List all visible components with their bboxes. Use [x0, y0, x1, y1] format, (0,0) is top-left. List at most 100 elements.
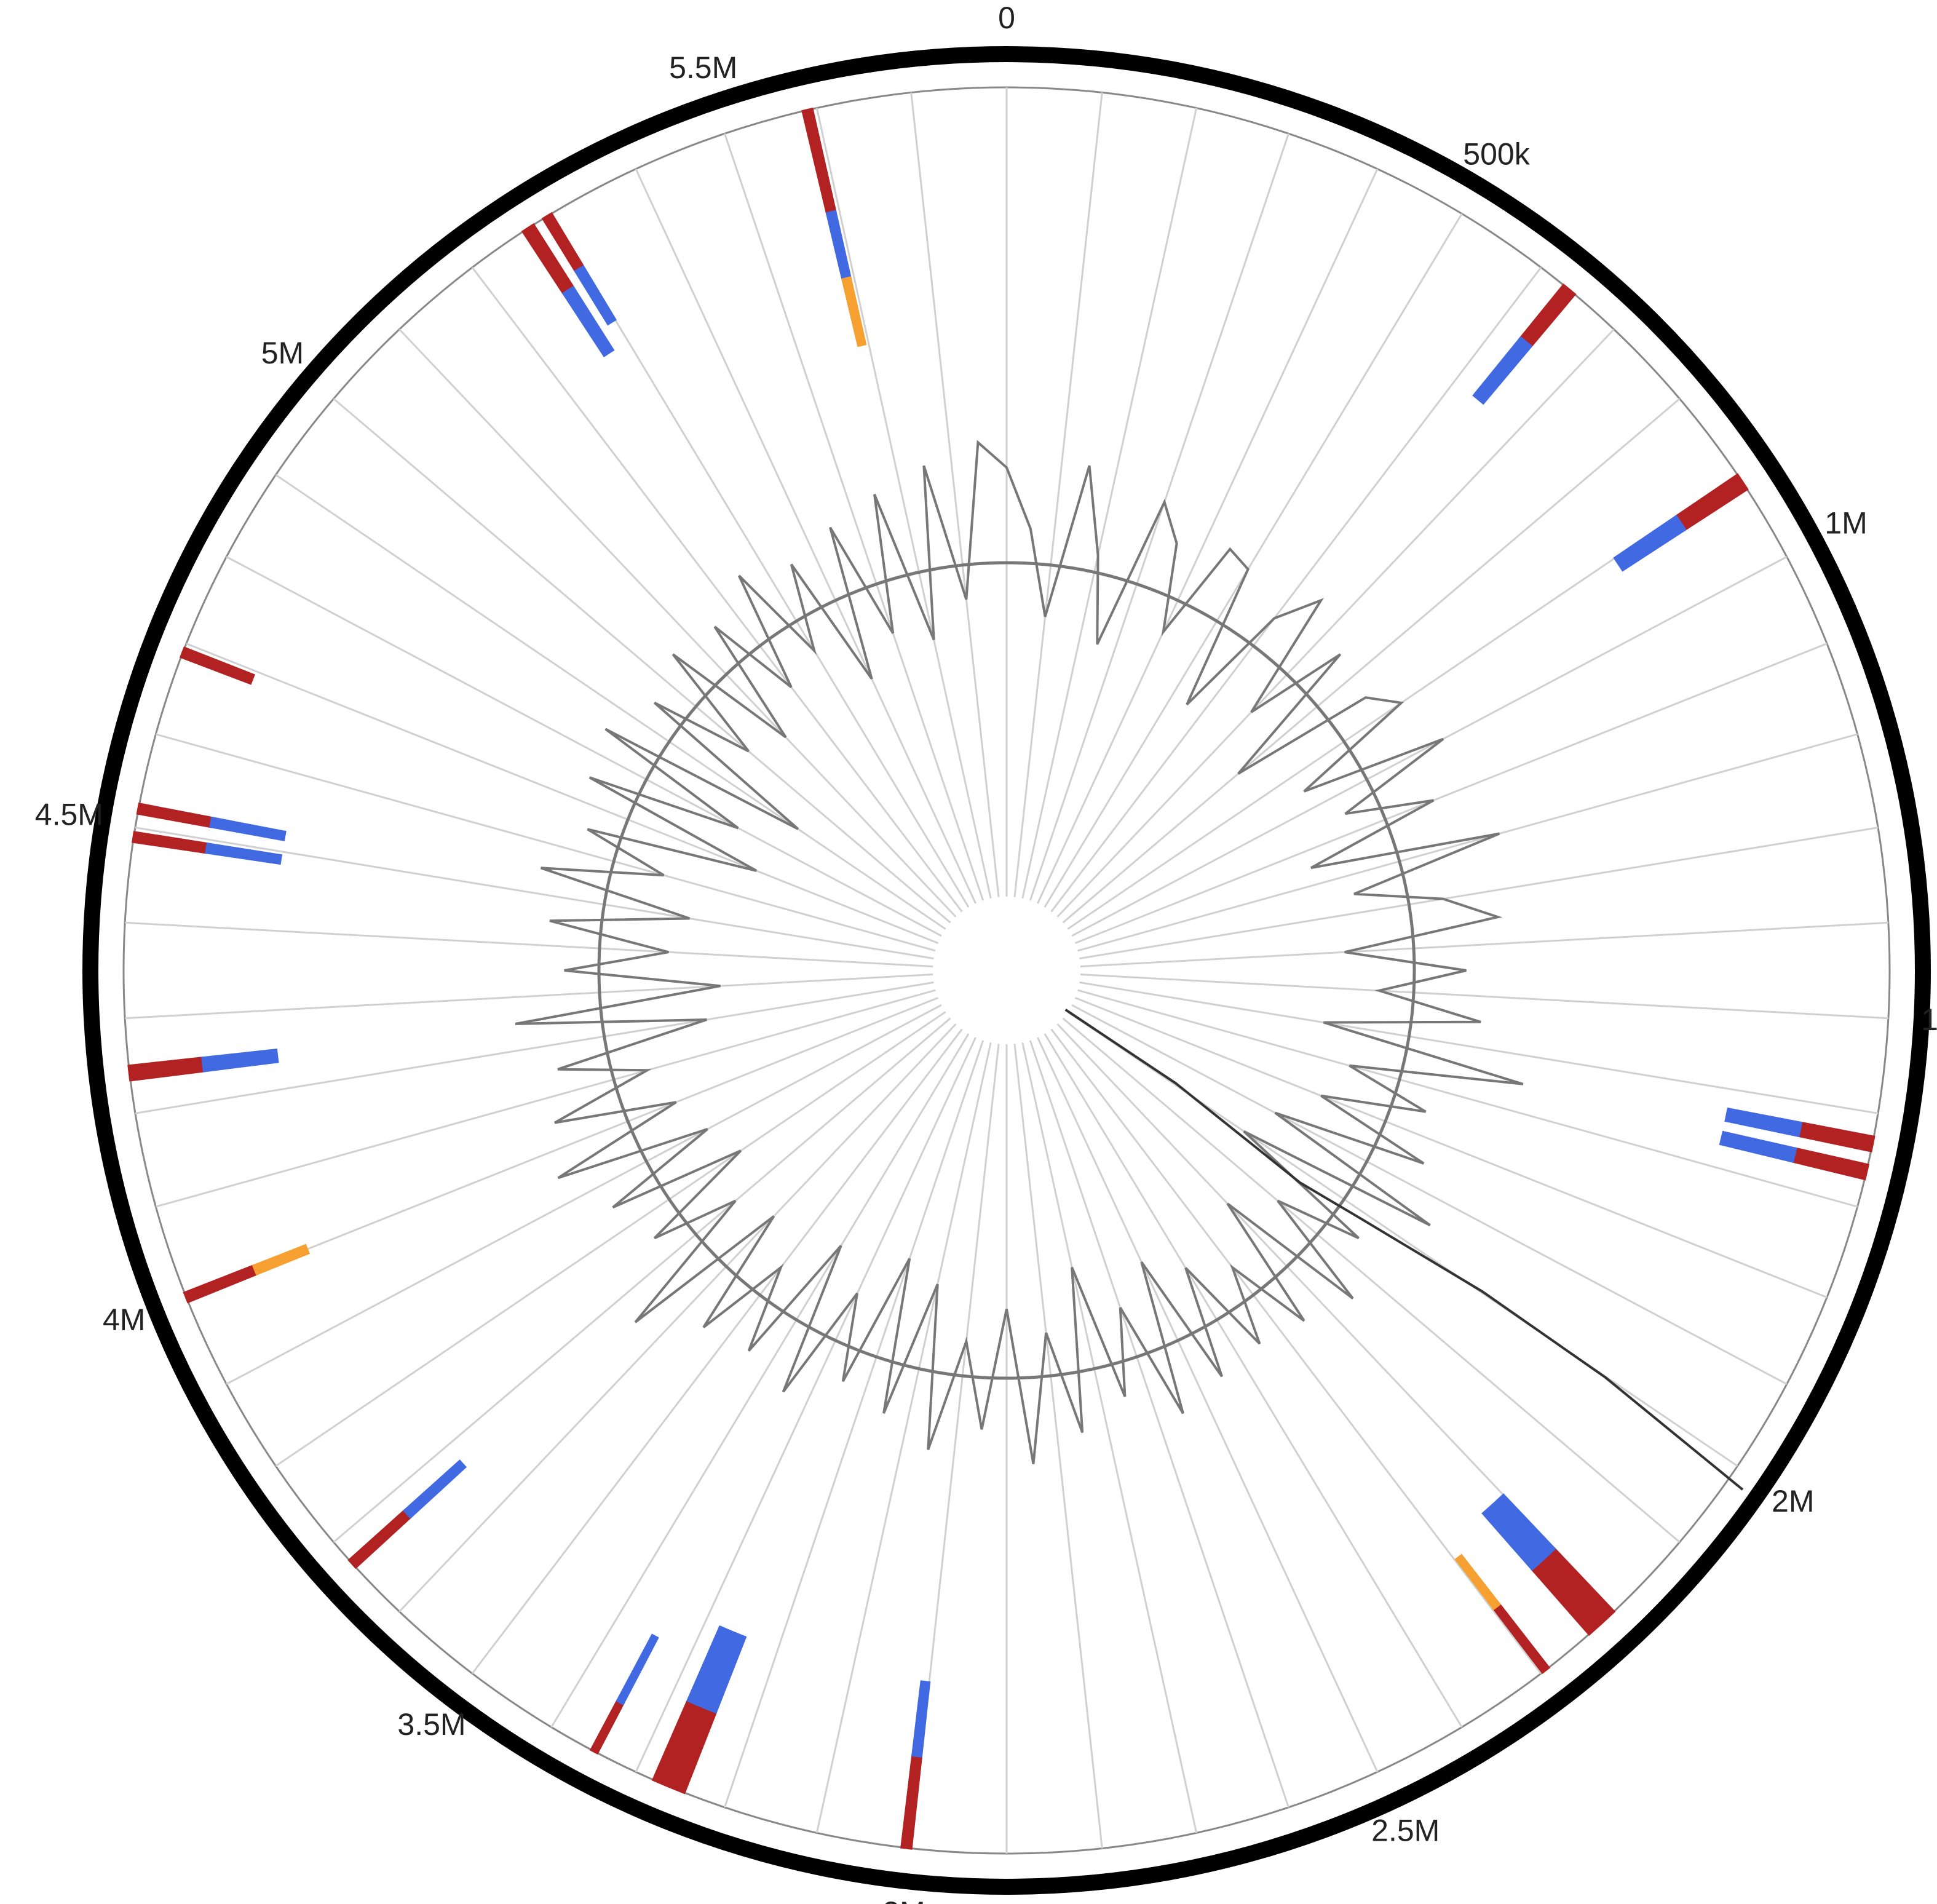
feature-bar [1674, 473, 1749, 531]
feature-bar [1530, 1547, 1616, 1636]
center-hole [933, 897, 1080, 1044]
grid-spoke [910, 92, 1000, 897]
gc-baseline [597, 561, 1416, 1380]
grid-spoke [275, 474, 946, 930]
grid-spoke [155, 989, 936, 1208]
grid-spoke [1071, 1004, 1788, 1385]
grid-spoke [1050, 266, 1542, 913]
feature-bar [403, 1459, 467, 1519]
feature-bar [1472, 336, 1533, 405]
grid-spoke [125, 973, 933, 1020]
grid-spoke [226, 556, 942, 937]
feature-bar [179, 646, 255, 685]
grid-spoke [1056, 328, 1615, 918]
grid-spoke [1013, 92, 1103, 897]
feature-bar [1492, 1602, 1551, 1675]
grid-spoke [226, 1004, 942, 1385]
x-tick-label: 2M [1772, 1484, 1814, 1518]
grid-spoke [1077, 733, 1858, 952]
grid-spoke [186, 643, 939, 944]
x-tick-label: 500k [1463, 137, 1530, 171]
grid-spoke [398, 1023, 957, 1612]
grid-spoke [1013, 1044, 1103, 1849]
feature-bar [201, 1048, 279, 1073]
grid-spoke [1037, 169, 1379, 904]
x-tick-label: 1.5M [1921, 1002, 1937, 1037]
grid-spoke [471, 1028, 963, 1675]
feature-bar [589, 1699, 625, 1755]
x-tick-label: 1M [1824, 506, 1867, 541]
grid-spoke [815, 108, 992, 899]
grid-spoke [1044, 1033, 1463, 1728]
feature-bar [686, 1625, 747, 1714]
grid-spoke [1077, 989, 1858, 1208]
x-tick-label: 4M [103, 1303, 145, 1337]
feature-bar [616, 1633, 659, 1705]
grid-spoke [333, 398, 951, 924]
grid-spoke [635, 1037, 976, 1772]
grid-spoke [1080, 921, 1888, 968]
x-tick-label: 3M [882, 1895, 925, 1904]
gc-line [515, 440, 1524, 1464]
feature-bar [841, 276, 867, 347]
grid-spoke [550, 213, 970, 908]
feature-bar [136, 803, 214, 828]
grid-spoke [1062, 1017, 1681, 1543]
feature-bar [1481, 1493, 1556, 1571]
grid-spoke [815, 1042, 992, 1833]
feature-bar [132, 831, 210, 854]
grid-spoke [1037, 1037, 1379, 1772]
grid-spoke [1044, 213, 1463, 908]
grid-spoke [1079, 827, 1879, 960]
grid-spoke [471, 266, 963, 913]
grid-spoke [724, 1040, 984, 1808]
feature-bar [911, 1680, 931, 1758]
feature-bar [183, 1264, 259, 1304]
feature-bar [1791, 1147, 1870, 1181]
x-tick-label: 3.5M [397, 1707, 465, 1742]
x-tick-label: 4.5M [35, 797, 103, 831]
feature-bar [127, 1057, 205, 1082]
grid-spoke [724, 133, 984, 901]
grid-spoke [1029, 133, 1289, 901]
grid-spoke [186, 997, 939, 1298]
grid-spoke [550, 1033, 970, 1728]
feature-bar [1519, 283, 1577, 348]
feature-bar [252, 1244, 311, 1276]
feature-bar [1719, 1130, 1797, 1163]
feature-bar [205, 842, 283, 865]
grid-spoke [1071, 556, 1788, 937]
grid-spoke [1021, 108, 1198, 899]
grid-spoke [1062, 398, 1681, 924]
grid-spoke [125, 921, 933, 968]
grid-spoke [1050, 1028, 1542, 1675]
x-tick-label: 0 [998, 1, 1015, 35]
feature-bar [900, 1753, 923, 1850]
grid-spoke [1079, 981, 1879, 1114]
feature-bar [574, 264, 617, 326]
grid-spoke [333, 1017, 951, 1543]
grid-spoke [275, 1011, 946, 1467]
x-tick-label: 5M [261, 336, 304, 370]
feature-bar [1797, 1121, 1876, 1152]
grid-spoke [135, 827, 934, 960]
grid-spoke [635, 169, 976, 904]
grid-spoke [398, 328, 957, 918]
feature-bar [1613, 515, 1687, 572]
grid-spoke [135, 981, 934, 1114]
feature-bar [347, 1509, 413, 1569]
x-tick-label: 5.5M [669, 50, 737, 85]
outer-ring [82, 46, 1931, 1895]
feature-bar [1454, 1553, 1502, 1611]
grid-spoke [1021, 1042, 1198, 1833]
grid-spoke [1074, 643, 1828, 944]
feature-bar [561, 285, 615, 357]
grid-spoke [1080, 973, 1888, 1020]
x-tick-label: 2.5M [1371, 1813, 1440, 1847]
skew-line [1064, 1009, 1744, 1491]
feature-bar [1724, 1107, 1803, 1138]
feature-bar [209, 816, 287, 841]
grid-spoke [1029, 1040, 1289, 1808]
